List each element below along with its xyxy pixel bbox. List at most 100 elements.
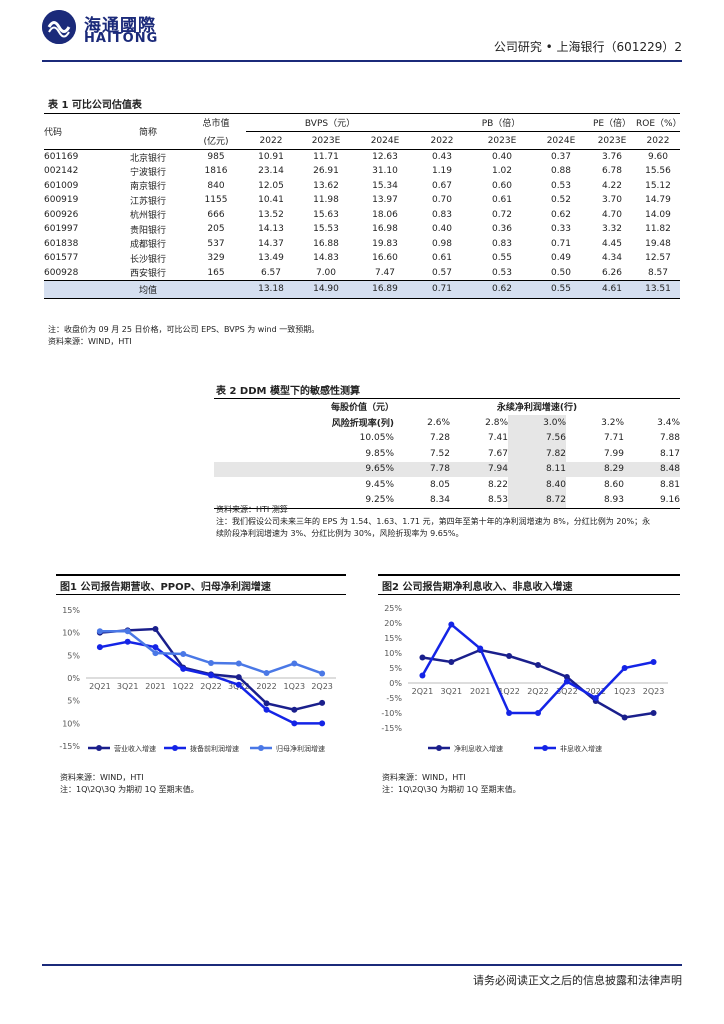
y-tick-label: 5%: [67, 697, 80, 706]
value-cell: 6.57: [260, 267, 282, 278]
legend-marker: [436, 745, 442, 751]
value-cell: 16.98: [372, 224, 398, 235]
fig1-title: 图1 公司报告期营收、PPOP、归母净利润增速: [60, 582, 271, 593]
table-row: 600928 西安银行 165 6.57 7.00 7.47 0.57 0.53 0.50 6.2…: [44, 266, 680, 281]
data-point: [506, 710, 513, 716]
logo-english-text: HAITONG: [84, 31, 159, 46]
data-point: [96, 644, 103, 651]
value-cell: 666: [207, 209, 225, 220]
fig2-top-rule: [378, 574, 680, 576]
stock-code-cell: 601997: [44, 224, 79, 235]
x-tick-label: 2Q21: [89, 682, 111, 691]
subheader-cell: 2022: [646, 135, 670, 146]
value-cell: 8.53: [487, 495, 508, 505]
bank-name-cell: 成都银行: [129, 240, 166, 251]
data-point: [208, 672, 214, 679]
data-point: [506, 653, 513, 659]
header-divider: [42, 60, 682, 62]
table-row: 9.85% 7.52 7.67 7.82 7.99 8.17: [214, 446, 680, 462]
y-tick-label: 15%: [384, 634, 402, 643]
y-tick-label: 15%: [62, 606, 80, 615]
value-cell: 13.97: [372, 195, 398, 206]
value-cell: 15.56: [645, 166, 671, 177]
header-pe: PE（倍）: [588, 113, 636, 132]
footer-divider: [42, 964, 682, 966]
data-point: [477, 645, 484, 652]
data-point: [263, 670, 270, 677]
x-tick-label: 2021: [470, 687, 490, 696]
header-mcap: 总市值: [202, 119, 230, 130]
table-row: 002142 宁波银行 1816 23.14 26.91 31.10 1.19 1.02 0.8…: [44, 164, 680, 179]
discount-rate-cell: 9.65%: [365, 464, 394, 475]
data-point: [319, 670, 326, 677]
legend-label: 归母净利润增速: [276, 744, 325, 753]
legend-marker: [172, 745, 178, 751]
y-tick-label: 10%: [62, 629, 80, 638]
value-cell: 8.17: [659, 448, 680, 459]
data-point: [124, 628, 131, 635]
avg-cell: 16.89: [356, 280, 414, 298]
table2-source: 资料来源：HTI 测算: [216, 505, 288, 514]
table2-note-line2: 续阶段净利润增速为 3%、分红比例为 30%，风险折现率为 9.65%。: [216, 529, 464, 538]
value-cell: 8.57: [647, 267, 669, 278]
avg-cell: 14.90: [296, 280, 356, 298]
data-point: [535, 710, 541, 716]
value-cell: 165: [207, 267, 225, 278]
logo-chinese-text: 海通國際: [84, 16, 156, 36]
avg-cell: 0.71: [414, 280, 470, 298]
series-line-0: [422, 648, 654, 719]
fig2-title: 图2 公司报告期净利息收入、非息收入增速: [382, 582, 573, 593]
value-cell: 0.67: [431, 180, 453, 191]
header-pb: PB（倍）: [414, 113, 588, 132]
data-point: [291, 720, 298, 727]
value-cell: 10.91: [258, 152, 284, 162]
fig2-line-chart: 25% 20% 15% 10% 5% 0% -5% -10% -15% 2Q21 3Q21 2021 1…: [381, 604, 668, 753]
value-cell: 0.83: [491, 238, 513, 249]
growth-cell: 2.6%: [427, 417, 450, 428]
data-point: [621, 665, 628, 671]
x-tick-label: 3Q21: [117, 682, 139, 691]
legend-marker: [96, 745, 102, 751]
value-cell: 14.79: [645, 195, 671, 206]
value-cell: 0.98: [431, 238, 453, 249]
value-cell: 14.13: [258, 224, 284, 235]
footer-disclaimer: 请务必阅读正文之后的信息披露和法律声明: [473, 974, 682, 987]
value-cell: 14.37: [258, 238, 284, 249]
header-mcap-unit: (亿元): [203, 136, 229, 147]
y-tick-label: 0%: [67, 674, 80, 683]
value-cell: 0.40: [491, 152, 513, 162]
value-cell: 8.48: [659, 464, 680, 475]
value-cell: 0.43: [431, 152, 453, 162]
value-cell: 840: [207, 180, 225, 191]
haitong-logo-icon: [42, 10, 76, 44]
data-point: [291, 660, 298, 667]
value-cell: 7.82: [508, 446, 566, 462]
data-point: [180, 665, 187, 672]
value-cell: 1155: [204, 195, 228, 206]
series-line-0: [99, 627, 323, 712]
value-cell: 16.60: [372, 253, 398, 264]
value-cell: 15.34: [372, 180, 398, 191]
value-cell: 8.93: [603, 495, 624, 505]
bank-name-cell: 杭州银行: [129, 211, 166, 222]
y-tick-label: -10%: [381, 709, 402, 718]
value-cell: 537: [207, 238, 225, 249]
value-cell: 7.56: [508, 430, 566, 446]
ddm-sensitivity-table: 每股价值（元） 永续净利润增速(行) 风险折现率(列) 2.6% 2.8% 3.…: [214, 398, 680, 509]
value-cell: 19.83: [372, 238, 398, 249]
value-cell: 985: [207, 152, 225, 162]
page-header-title: 公司研究 • 上海银行（601229）2: [493, 40, 682, 54]
value-cell: 4.22: [601, 180, 623, 191]
value-cell: 0.37: [550, 152, 572, 162]
value-cell: 3.76: [601, 152, 623, 162]
value-cell: 0.83: [431, 209, 453, 220]
y-tick-label: 0%: [389, 679, 402, 688]
table2-h1: 每股价值（元）: [330, 403, 394, 414]
value-cell: 0.61: [431, 253, 453, 264]
legend-marker: [542, 745, 548, 751]
subheader-cell: 2023E: [597, 135, 627, 146]
table1-title: 表 1 可比公司估值表: [48, 100, 142, 111]
value-cell: 0.72: [491, 209, 513, 220]
value-cell: 7.52: [429, 448, 450, 459]
avg-cell: 4.61: [588, 280, 636, 298]
